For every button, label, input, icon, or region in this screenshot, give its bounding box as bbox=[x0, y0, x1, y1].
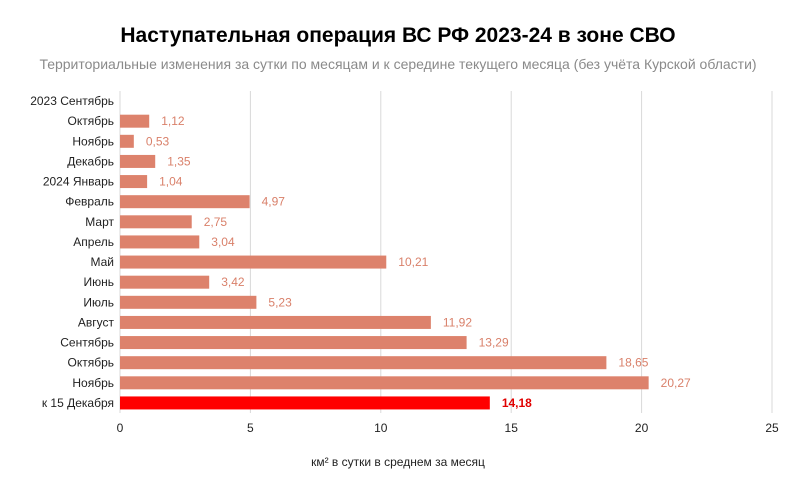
data-label: 1,35 bbox=[167, 154, 191, 168]
data-label: 20,27 bbox=[661, 376, 691, 390]
chart-subtitle: Территориальные изменения за сутки по ме… bbox=[39, 56, 757, 72]
category-label: Июнь bbox=[83, 275, 114, 289]
x-tick-label: 20 bbox=[635, 421, 649, 435]
category-label: Сентябрь bbox=[60, 336, 114, 350]
bar bbox=[120, 336, 467, 350]
bar bbox=[120, 175, 148, 189]
category-label: Ноябрь bbox=[72, 376, 114, 390]
category-label: Февраль bbox=[65, 195, 114, 209]
bar bbox=[120, 396, 490, 410]
category-label: Май bbox=[90, 255, 114, 269]
x-axis-title: км² в сутки в среднем за месяц bbox=[311, 455, 485, 469]
data-label: 0,53 bbox=[146, 134, 170, 148]
data-label: 5,23 bbox=[268, 295, 292, 309]
data-label: 4,97 bbox=[262, 195, 286, 209]
data-label: 14,18 bbox=[502, 396, 532, 410]
category-label: к 15 Декабря bbox=[42, 396, 114, 410]
bar bbox=[120, 295, 257, 309]
bar bbox=[120, 255, 387, 269]
data-label: 11,92 bbox=[443, 315, 472, 329]
bar bbox=[120, 235, 200, 249]
category-label: Август bbox=[78, 315, 115, 329]
data-label: 13,29 bbox=[479, 336, 509, 350]
category-label: 2024 Январь bbox=[43, 175, 114, 189]
category-label: Июль bbox=[83, 295, 114, 309]
x-tick-label: 10 bbox=[374, 421, 388, 435]
bar bbox=[120, 315, 431, 329]
category-label: Март bbox=[85, 215, 114, 229]
data-label: 1,12 bbox=[161, 114, 185, 128]
bar bbox=[120, 356, 607, 370]
data-label: 3,42 bbox=[221, 275, 245, 289]
bar bbox=[120, 154, 156, 168]
x-tick-label: 5 bbox=[247, 421, 254, 435]
bar bbox=[120, 275, 210, 289]
data-label: 2,75 bbox=[204, 215, 228, 229]
category-label: Октябрь bbox=[67, 114, 114, 128]
x-tick-label: 0 bbox=[117, 421, 124, 435]
data-label: 18,65 bbox=[618, 356, 648, 370]
x-tick-label: 15 bbox=[505, 421, 519, 435]
bar bbox=[120, 376, 649, 390]
data-label: 10,21 bbox=[398, 255, 428, 269]
category-label: 2023 Сентябрь bbox=[30, 94, 114, 108]
bar bbox=[120, 195, 250, 209]
bar bbox=[120, 215, 192, 229]
data-label: 1,04 bbox=[159, 175, 183, 189]
bar bbox=[120, 114, 150, 128]
data-label: 3,04 bbox=[211, 235, 235, 249]
chart-title: Наступательная операция ВС РФ 2023-24 в … bbox=[120, 24, 676, 47]
category-label: Октябрь bbox=[67, 356, 114, 370]
category-label: Ноябрь bbox=[72, 134, 114, 148]
x-tick-label: 25 bbox=[765, 421, 779, 435]
category-label: Апрель bbox=[73, 235, 114, 249]
bar bbox=[120, 134, 134, 148]
category-label: Декабрь bbox=[67, 154, 114, 168]
